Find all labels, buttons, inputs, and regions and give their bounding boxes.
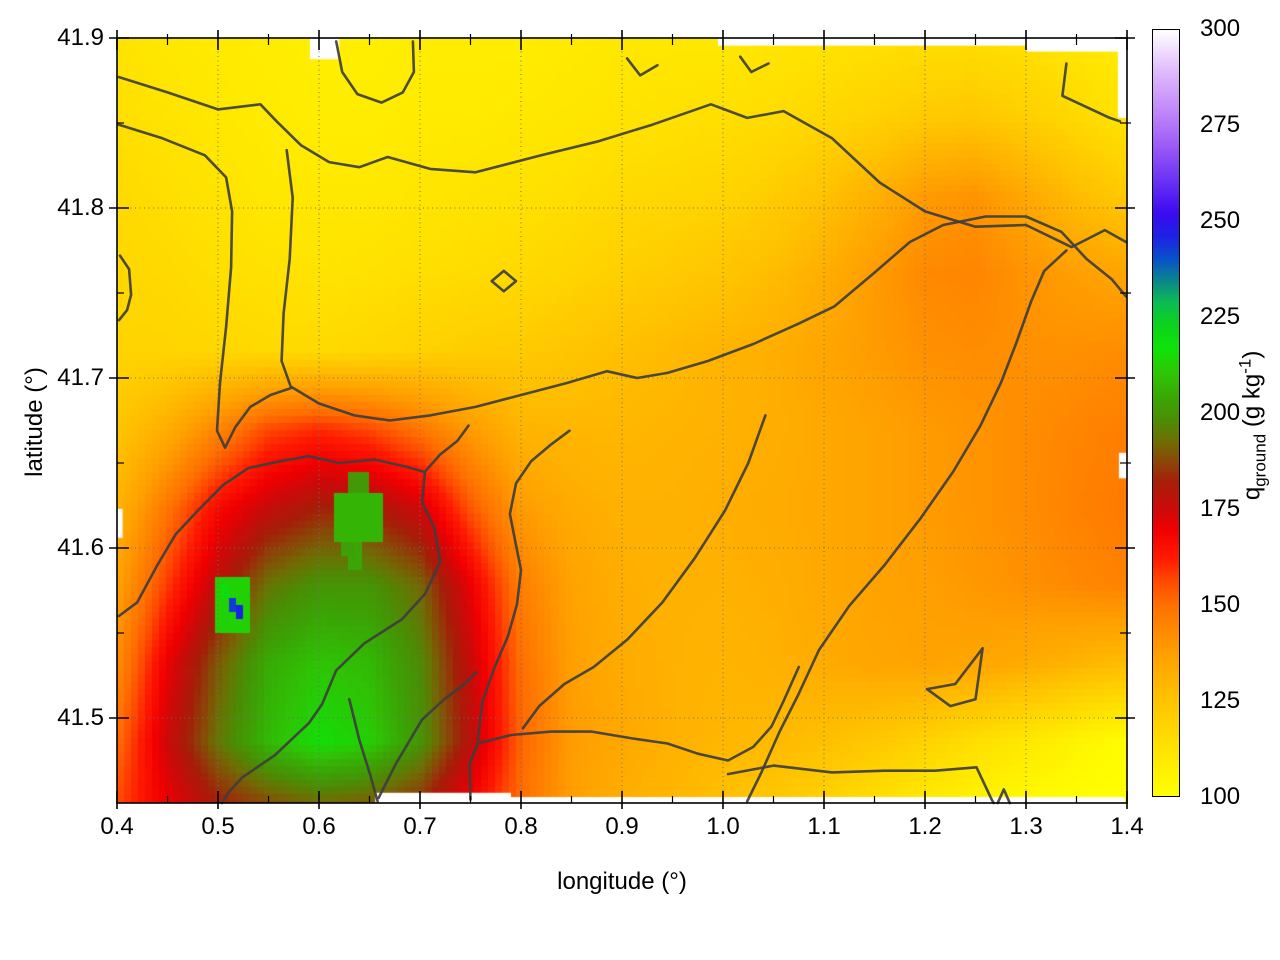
x-tick-label: 1.3 — [1009, 813, 1043, 840]
y-axis-label: latitude (°) — [21, 367, 48, 477]
colorbar — [1152, 29, 1180, 797]
colorbar-tick-label: 300 — [1200, 15, 1241, 42]
colorbar-label-subscript: ground — [1250, 433, 1270, 487]
x-tick-label: 1.2 — [908, 813, 942, 840]
x-tick-label: 0.5 — [201, 813, 235, 840]
colorbar-tick-label: 125 — [1200, 687, 1241, 714]
colorbar-label-units: (g kg — [1238, 373, 1266, 434]
y-tick-label: 41.8 — [57, 194, 104, 221]
colorbar-label-q: q — [1238, 486, 1266, 501]
colorbar-tick-label: 175 — [1200, 495, 1241, 522]
x-tick-label: 0.6 — [302, 813, 336, 840]
colorbar-label-close: ) — [1238, 350, 1266, 359]
heatmap-canvas — [117, 38, 1127, 803]
colorbar-tick-label: 250 — [1200, 207, 1241, 234]
x-tick-label: 0.9 — [605, 813, 639, 840]
x-tick-label: 0.4 — [100, 813, 134, 840]
y-tick-label: 41.9 — [57, 24, 104, 51]
x-axis-label: longitude (°) — [557, 868, 687, 895]
x-tick-label: 1.0 — [706, 813, 740, 840]
colorbar-label: qground (g kg-1) — [1236, 225, 1271, 625]
colorbar-tick-label: 275 — [1200, 111, 1241, 138]
x-tick-label: 0.7 — [403, 813, 437, 840]
y-tick-label: 41.5 — [57, 704, 104, 731]
x-tick-label: 0.8 — [504, 813, 538, 840]
y-tick-label: 41.7 — [57, 364, 104, 391]
colorbar-tick-label: 225 — [1200, 303, 1241, 330]
colorbar-tick-label: 200 — [1200, 399, 1241, 426]
y-tick-label: 41.6 — [57, 534, 104, 561]
colorbar-tick-label: 150 — [1200, 591, 1241, 618]
x-tick-label: 1.4 — [1110, 813, 1144, 840]
x-tick-label: 1.1 — [807, 813, 841, 840]
colorbar-label-exponent: -1 — [1235, 358, 1255, 374]
colorbar-tick-label: 100 — [1200, 783, 1241, 810]
